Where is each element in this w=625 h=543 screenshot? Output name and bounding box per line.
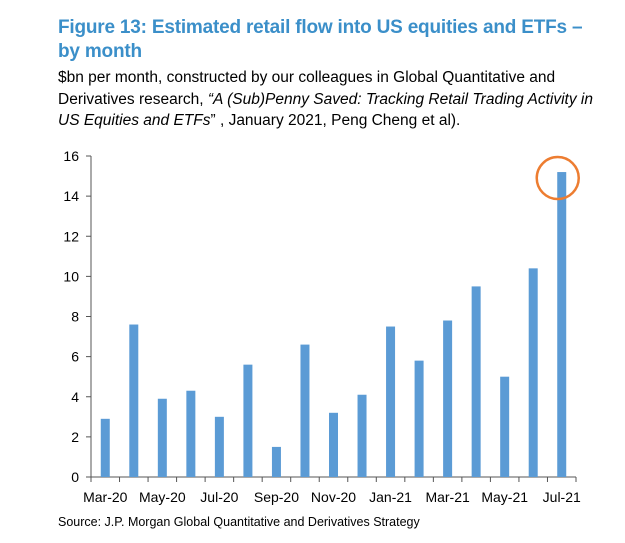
y-axis: 0 2 4 6 8 10 12 14 16 bbox=[63, 148, 92, 485]
bar-jan-21 bbox=[386, 326, 396, 477]
x-axis: Mar-20 May-20 Jul-20 Sep-20 Nov-20 Jan-21 Mar-… bbox=[83, 476, 581, 505]
source-note: Source: J.P. Morgan Global Quantitative … bbox=[58, 515, 420, 529]
bar-apr-20 bbox=[129, 324, 139, 477]
x-tick-label: May-20 bbox=[139, 489, 186, 505]
y-tick-label: 4 bbox=[71, 389, 79, 405]
bar-oct-20 bbox=[300, 344, 310, 477]
y-tick-label: 8 bbox=[71, 309, 79, 325]
subtitle-italic-2: in US Equities and ETFs bbox=[58, 90, 593, 130]
bar-may-21 bbox=[500, 376, 510, 477]
y-tick-label: 2 bbox=[71, 429, 79, 445]
bar-sep-20 bbox=[271, 446, 281, 477]
subtitle-text-2: ” , January 2021, Peng Cheng et al). bbox=[210, 112, 461, 129]
bar-dec-20 bbox=[357, 394, 367, 477]
chart-title: Figure 13: Estimated retail flow into US… bbox=[58, 17, 583, 62]
y-tick-label: 6 bbox=[71, 349, 79, 365]
x-tick-label: Jan-21 bbox=[369, 489, 412, 505]
x-tick-label: Sep-20 bbox=[254, 489, 299, 505]
x-tick-label: Jul-21 bbox=[543, 489, 581, 505]
highlight-circle bbox=[535, 155, 580, 201]
y-tick-label: 12 bbox=[63, 228, 79, 244]
bar-jun-21 bbox=[528, 268, 538, 477]
y-tick-label: 10 bbox=[63, 268, 79, 284]
y-tick-label: 14 bbox=[63, 188, 79, 204]
bar-feb-21 bbox=[414, 360, 424, 477]
bar-nov-20 bbox=[329, 412, 338, 477]
x-tick-label: Jul-20 bbox=[200, 489, 238, 505]
y-tick-label: 0 bbox=[71, 469, 79, 485]
bar-jul-20 bbox=[214, 416, 224, 477]
bar-mar-20 bbox=[100, 418, 110, 477]
bar-may-20 bbox=[157, 398, 167, 477]
subtitle-text-1: $bn per month, constructed by our collea… bbox=[58, 69, 556, 108]
x-tick-label: Mar-20 bbox=[83, 489, 128, 505]
bar-aug-20 bbox=[243, 364, 253, 477]
bars bbox=[100, 172, 567, 478]
x-tick-label: Mar-21 bbox=[425, 489, 470, 505]
bar-mar-21 bbox=[443, 320, 453, 477]
subtitle-italic-1: “A (Sub)Penny Saved: Tracking Retail Tra… bbox=[207, 90, 581, 108]
y-tick-label: 16 bbox=[63, 148, 79, 164]
x-tick-label: May-21 bbox=[481, 489, 528, 505]
bar-jun-20 bbox=[186, 390, 196, 477]
x-tick-label: Nov-20 bbox=[311, 489, 356, 505]
chart-subtitle: $bn per month, constructed by our collea… bbox=[58, 67, 618, 132]
bar-apr-21 bbox=[471, 286, 481, 477]
bar-jul-21 bbox=[557, 172, 567, 478]
